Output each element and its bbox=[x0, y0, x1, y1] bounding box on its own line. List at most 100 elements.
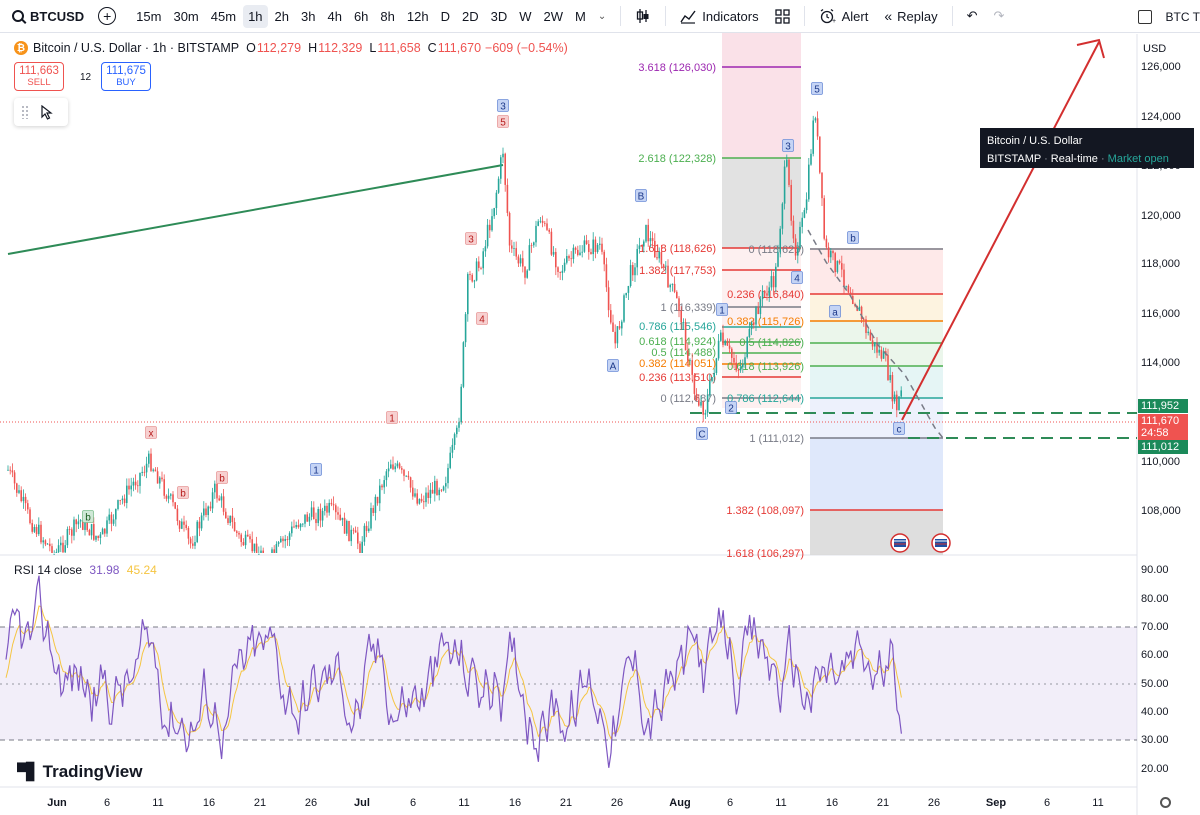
compare-symbol-plus-icon[interactable]: + bbox=[98, 7, 117, 25]
fib-zone-light bbox=[722, 248, 801, 408]
indicators-label: Indicators bbox=[702, 8, 759, 24]
candle-body bbox=[288, 533, 291, 540]
interval-2W[interactable]: 2W bbox=[543, 8, 564, 24]
fib-zone-pink bbox=[722, 33, 801, 158]
interval-8h[interactable]: 8h bbox=[380, 8, 395, 24]
candle-body bbox=[489, 224, 491, 231]
interval-2h[interactable]: 2h bbox=[274, 8, 289, 24]
legend-change: −609 (−0.54%) bbox=[485, 41, 568, 55]
redo-button[interactable]: ↷ bbox=[986, 0, 1013, 33]
candle-body bbox=[636, 248, 638, 268]
drag-handle-icon[interactable] bbox=[21, 105, 29, 119]
candle-body bbox=[478, 261, 480, 268]
candle-body bbox=[834, 253, 836, 273]
candle-body bbox=[896, 394, 898, 411]
fib-label: 0.618 (114,924) bbox=[639, 336, 716, 348]
candle-body bbox=[141, 471, 143, 473]
candle-body bbox=[900, 390, 902, 397]
interval-D[interactable]: D bbox=[440, 8, 450, 24]
candle-body bbox=[293, 526, 295, 528]
indicators-button[interactable]: Indicators bbox=[672, 0, 766, 33]
interval-30m[interactable]: 30m bbox=[173, 8, 199, 24]
interval-2D[interactable]: 2D bbox=[461, 8, 479, 24]
candle-body bbox=[154, 469, 157, 472]
candle-body bbox=[392, 464, 394, 470]
wave-label[interactable]: b bbox=[85, 513, 91, 524]
candle-body bbox=[874, 342, 876, 347]
candle-body bbox=[104, 528, 106, 534]
interval-3D[interactable]: 3D bbox=[490, 8, 508, 24]
currency-label[interactable]: USD bbox=[1143, 43, 1167, 55]
interval-45m[interactable]: 45m bbox=[210, 8, 237, 24]
candle-body bbox=[607, 287, 610, 311]
candle-body bbox=[695, 393, 698, 401]
interval-1h[interactable]: 1h bbox=[243, 4, 268, 28]
wave-label[interactable]: b bbox=[180, 489, 186, 500]
wave-label[interactable]: 1 bbox=[313, 466, 319, 477]
wave-label[interactable]: b bbox=[219, 474, 225, 485]
symbol-search-button[interactable]: BTCUSD bbox=[0, 0, 94, 33]
wave-label-box bbox=[386, 411, 398, 424]
interval-6h[interactable]: 6h bbox=[353, 8, 369, 24]
time-tick: 11 bbox=[458, 797, 470, 809]
tradingview-watermark[interactable]: ▀▋ TradingView bbox=[17, 762, 142, 782]
interval-W[interactable]: W bbox=[519, 8, 532, 24]
interval-M[interactable]: M bbox=[575, 8, 586, 24]
wave-label[interactable]: 4 bbox=[794, 274, 800, 285]
checkbox-toggle[interactable] bbox=[1137, 9, 1152, 24]
fib-label: 0.618 (113,926) bbox=[727, 361, 804, 373]
wave-label[interactable]: 1 bbox=[719, 306, 725, 317]
candle-body bbox=[75, 519, 77, 525]
candle-body bbox=[53, 553, 55, 555]
projected-path-dashed[interactable] bbox=[807, 229, 944, 439]
layouts-button[interactable] bbox=[767, 0, 798, 33]
candle-body bbox=[315, 519, 317, 524]
candle-body bbox=[502, 153, 504, 158]
drawing-toolbar-floating[interactable] bbox=[14, 98, 68, 126]
time-tick: Jun bbox=[47, 797, 67, 809]
interval-4h[interactable]: 4h bbox=[327, 8, 342, 24]
wave-label[interactable]: 5 bbox=[814, 85, 820, 96]
wave-label[interactable]: C bbox=[698, 430, 705, 441]
undo-button[interactable]: ↶ bbox=[959, 0, 986, 33]
wave-label[interactable]: b bbox=[850, 234, 856, 245]
series-legend[interactable]: ₿ Bitcoin / U.S. Dollar · 1h · BITSTAMP … bbox=[14, 41, 568, 55]
wave-label[interactable]: A bbox=[610, 362, 617, 373]
candle-body bbox=[715, 358, 718, 373]
candle-body bbox=[436, 480, 438, 496]
interval-15m[interactable]: 15m bbox=[136, 8, 162, 24]
fib-retracement-1[interactable] bbox=[722, 66, 801, 399]
settings-gear-icon[interactable] bbox=[1160, 797, 1171, 808]
candle-body bbox=[797, 248, 799, 256]
sell-button[interactable]: 111,663 SELL bbox=[14, 62, 64, 91]
interval-12h[interactable]: 12h bbox=[406, 8, 429, 24]
wave-label[interactable]: c bbox=[897, 425, 902, 436]
wave-label[interactable]: 2 bbox=[728, 404, 734, 415]
replay-button[interactable]: « Replay bbox=[876, 0, 945, 33]
chart-type-button[interactable] bbox=[627, 0, 659, 33]
projection-arrow-line[interactable] bbox=[901, 41, 1100, 421]
wave-label[interactable]: 3 bbox=[500, 102, 506, 113]
wave-label[interactable]: 5 bbox=[500, 118, 506, 129]
buy-button[interactable]: 111,675 BUY bbox=[101, 62, 151, 91]
cursor-arrow-icon[interactable] bbox=[41, 104, 53, 120]
wave-label[interactable]: 1 bbox=[389, 414, 395, 425]
interval-3h[interactable]: 3h bbox=[301, 8, 316, 24]
wave-label[interactable]: 3 bbox=[785, 142, 791, 153]
wave-label[interactable]: 3 bbox=[468, 235, 474, 246]
wave-label[interactable]: a bbox=[832, 308, 838, 319]
alert-button[interactable]: + Alert bbox=[811, 0, 877, 33]
candle-body bbox=[18, 490, 20, 493]
rsi-legend[interactable]: RSI 14 close 31.98 45.24 bbox=[14, 563, 157, 577]
toolbar-right-label[interactable]: BTC T bbox=[1165, 9, 1200, 24]
candle-body bbox=[134, 481, 137, 486]
wave-label[interactable]: x bbox=[149, 429, 154, 440]
candle-body bbox=[497, 178, 500, 193]
wave-label[interactable]: 4 bbox=[479, 315, 485, 326]
chevron-down-icon[interactable]: ⌄ bbox=[597, 10, 607, 22]
economic-event-icons[interactable] bbox=[890, 533, 951, 553]
tooltip-dot: · bbox=[1044, 153, 1051, 165]
trend-line[interactable] bbox=[7, 164, 504, 255]
wave-label[interactable]: B bbox=[638, 192, 645, 203]
